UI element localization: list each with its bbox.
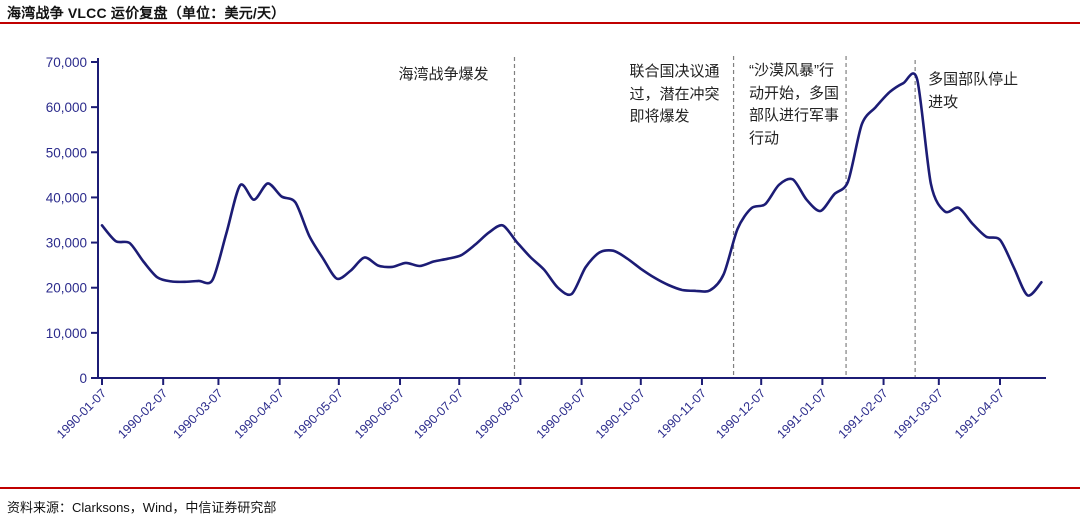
y-tick-label: 60,000 [46, 100, 87, 115]
x-tick-label: 1990-03-07 [170, 386, 225, 441]
x-tick-label: 1990-11-07 [655, 386, 709, 440]
x-tick-label: 1990-04-07 [232, 386, 287, 441]
x-tick-label: 1991-01-07 [774, 386, 829, 441]
x-tick-label: 1990-09-07 [534, 386, 589, 441]
bottom-red-rule [0, 487, 1080, 489]
event-annotation: 联合国决议通 过，潜在冲突 即将爆发 [629, 63, 720, 125]
x-tick-label: 1991-03-07 [891, 386, 946, 441]
x-tick-label: 1990-07-07 [411, 386, 466, 441]
x-tick-label: 1991-02-07 [836, 386, 891, 441]
top-red-rule [0, 22, 1080, 24]
event-annotation: “沙漠风暴”行 动开始，多国 部队进行军事 行动 [749, 62, 840, 147]
x-tick-label: 1990-01-07 [54, 386, 109, 441]
y-tick-label: 0 [79, 371, 87, 386]
chart-title: 海湾战争 VLCC 运价复盘（单位：美元/天） [7, 5, 286, 21]
y-tick-label: 50,000 [46, 145, 87, 160]
y-tick-label: 70,000 [46, 55, 87, 70]
x-tick-label: 1990-05-07 [291, 386, 346, 441]
x-tick-label: 1990-12-07 [713, 386, 768, 441]
price-line [100, 72, 1043, 297]
x-tick-label: 1990-02-07 [115, 386, 170, 441]
x-tick-label: 1990-08-07 [472, 386, 527, 441]
y-tick-label: 20,000 [46, 281, 87, 296]
y-tick-label: 30,000 [46, 236, 87, 251]
event-annotation: 多国部队停止 进攻 [928, 71, 1019, 111]
source-note: 资料来源：Clarksons，Wind，中信证券研究部 [7, 500, 277, 515]
y-tick-label: 10,000 [46, 326, 87, 341]
x-tick-label: 1990-06-07 [352, 386, 407, 441]
y-tick-label: 40,000 [46, 190, 87, 205]
x-tick-label: 1990-10-07 [593, 386, 648, 441]
x-tick-label: 1991-04-07 [952, 386, 1007, 441]
event-annotation: 海湾战争爆发 [398, 66, 489, 83]
